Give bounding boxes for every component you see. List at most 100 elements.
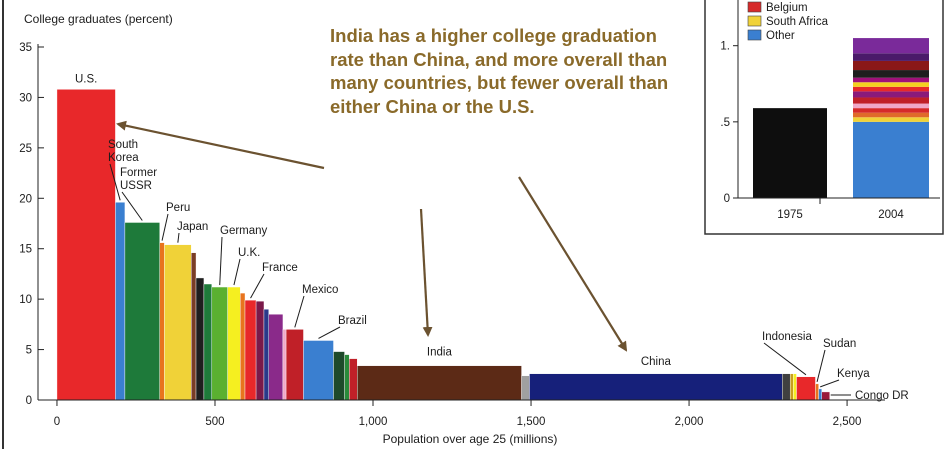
label-pointer [318,326,341,339]
bar [782,373,791,401]
bar [303,340,334,401]
inset-bar-2004-segment [853,121,929,198]
y-tick-label: 15 [19,244,32,256]
label-pointer [109,163,121,201]
bar [268,314,284,401]
bar [793,373,797,401]
bar-label: Indonesia [762,331,812,343]
bar-label-line: South [108,139,138,151]
x-tick-label: 500 [205,416,224,428]
inset-bar-2004-segment [853,86,929,92]
inset-legend-swatch [747,29,762,41]
bar-label: Mexico [302,284,338,296]
bar-label: Peru [166,202,190,214]
arrow-to-china [518,176,628,352]
bar-label: France [262,262,298,274]
inset-bar-2004-segment [853,77,929,83]
inset-bar-2004-segment [853,70,929,78]
bar [796,376,816,401]
bar-label-line: Peru [166,202,190,214]
bar [285,329,304,401]
y-axis-title: College graduates (percent) [24,12,173,26]
y-tick-label: 5 [26,345,32,357]
bar [56,89,116,401]
inset-legend-label: Other [766,30,795,42]
inset-bar-1975 [753,108,827,198]
x-tick-label: 0 [54,416,60,428]
bar-label: Germany [220,225,268,237]
inset-bar-2004-segment [853,91,929,98]
inset-legend-swatch [747,15,762,27]
inset-y-tick-label: 0 [724,193,730,205]
y-tick-label: 35 [19,42,32,54]
bar [357,365,522,401]
inset-bar-2004-segment [853,82,929,87]
bar [195,277,205,401]
inset-y-tick-label: .5 [720,117,730,129]
bar-label-line: U.K. [238,247,260,259]
bar [191,252,197,401]
inset-bar-2004-segment [853,97,929,104]
inset-bar-2004-segment [853,103,929,109]
bar-label-line: Korea [108,152,139,164]
bar [159,242,165,401]
bar [164,244,192,401]
bar-label: Brazil [338,315,367,327]
label-pointer [233,258,241,286]
bar-label-line: USSR [120,180,152,192]
y-tick-label: 10 [19,294,32,306]
x-tick-label: 2,500 [833,416,862,428]
bar-label: South Korea [108,139,139,164]
bar-label: U.K. [238,247,260,259]
bar [521,375,530,401]
arrow-to-india [419,208,433,337]
inset-category-label: 1975 [777,209,803,221]
bar [211,286,228,401]
bar-label-line: Mexico [302,284,338,296]
y-tick-label: 0 [26,395,32,407]
bar [115,202,126,401]
bar [282,329,287,401]
bar-label-line: Germany [220,225,268,237]
bar-label-line: Brazil [338,315,367,327]
inset-bar-2004-segment [853,38,929,54]
label-pointer [763,342,807,376]
inset-legend-swatch [747,1,762,13]
bar [227,286,241,401]
x-axis-title: Population over age 25 (millions) [383,432,558,446]
y-tick-label: 25 [19,143,32,155]
bar [124,222,160,401]
y-tick-label: 20 [19,193,32,205]
bar [244,299,257,401]
bar [349,358,358,401]
bar-label-line: Indonesia [762,331,812,343]
bar [815,383,819,401]
label-pointer [294,295,305,328]
bar-label: Sudan [823,338,856,350]
bar-label: Congo DR [855,390,909,402]
bar [821,391,830,401]
inset-bar-2004-segment [853,117,929,122]
bar-label: India [427,347,453,359]
inset-legend-label: South Africa [766,16,829,28]
bar [344,354,350,401]
bar [255,300,265,401]
inset-bar-2004-segment [853,108,929,113]
label-pointer [177,232,180,243]
bar-label-line: Sudan [823,338,856,350]
bar-label: U.S. [75,73,97,85]
label-pointer [816,349,826,382]
bar [203,283,213,401]
bar [333,351,345,401]
inset-bar-2004-segment [853,60,929,71]
bar-label-line: Congo DR [855,390,909,402]
label-pointer [161,213,169,241]
annotation-callout: India has a higher college graduation ra… [330,25,669,117]
bar [240,292,246,401]
bar-label-line: France [262,262,298,274]
bar-label: Japan [177,221,208,233]
inset-y-tick-label: 1. [720,41,730,53]
inset-bar-2004-segment [853,112,929,118]
